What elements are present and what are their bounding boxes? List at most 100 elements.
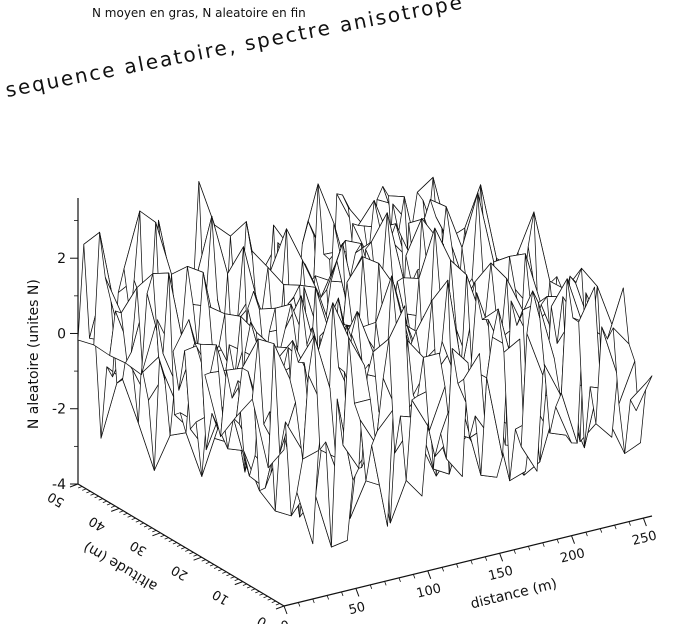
y-tick-label: 0: [255, 612, 270, 624]
y-minor-tick: [94, 495, 99, 499]
y-minor-tick: [90, 493, 95, 496]
y-minor-tick: [242, 583, 248, 586]
x-minor-tick: [413, 574, 416, 579]
y-minor-tick: [160, 534, 165, 538]
x-tick-label: 50: [347, 600, 367, 618]
y-minor-tick: [246, 586, 252, 589]
x-minor-tick: [326, 595, 329, 600]
y-minor-tick: [218, 569, 223, 572]
x-minor-tick: [470, 560, 473, 565]
x-minor-tick: [556, 539, 559, 544]
y-tick-label: 50: [45, 488, 67, 509]
x-minor-tick: [341, 591, 344, 597]
y-minor-tick: [102, 500, 107, 503]
x-minor-tick: [456, 563, 459, 568]
y-minor-tick: [205, 561, 210, 564]
y-minor-tick: [180, 547, 186, 550]
z-tick-label: -2: [52, 402, 66, 418]
x-minor-tick: [614, 525, 617, 530]
y-tick-mark: [193, 556, 202, 561]
x-tick-mark: [499, 553, 504, 562]
x-tick-label: 150: [487, 564, 515, 584]
x-minor-tick: [312, 598, 315, 604]
y-minor-tick: [135, 520, 140, 523]
x-minor-tick: [542, 542, 545, 547]
y-minor-tick: [131, 517, 136, 521]
y-tick-label: 40: [86, 513, 108, 534]
y-minor-tick: [119, 510, 124, 513]
surface-mesh: [77, 176, 653, 548]
y-minor-tick: [86, 490, 91, 494]
x-tick-label: 0: [279, 618, 291, 624]
x-tick-mark: [571, 535, 575, 544]
y-minor-tick: [259, 593, 264, 596]
x-minor-tick: [441, 567, 444, 572]
y-minor-tick: [106, 503, 112, 506]
y-minor-tick: [255, 590, 260, 594]
x-tick-label: 250: [631, 528, 659, 548]
y-minor-tick: [230, 576, 235, 579]
y-minor-tick: [110, 505, 116, 508]
y-minor-tick: [189, 551, 194, 555]
z-axis-label: N aleatoire (unites N): [26, 279, 42, 429]
y-minor-tick: [164, 537, 169, 540]
axis-ticks: 05010015020025001020304050-4-202distance…: [26, 220, 659, 624]
y-minor-tick: [98, 498, 103, 501]
chart-subtitle: N moyen en gras, N aleatoire en fin: [92, 6, 306, 20]
x-tick-label: 100: [415, 581, 443, 601]
y-minor-tick: [209, 564, 215, 567]
x-minor-tick: [369, 584, 373, 590]
y-minor-tick: [77, 486, 83, 489]
z-tick-label: -4: [52, 477, 66, 493]
x-minor-tick: [384, 581, 387, 586]
x-tick-mark: [642, 517, 647, 527]
x-minor-tick: [398, 577, 401, 583]
x-minor-tick: [484, 556, 488, 561]
y-minor-tick: [201, 559, 206, 562]
y-tick-label: 20: [169, 562, 191, 583]
x-axis-line: [283, 515, 653, 607]
y-minor-tick: [213, 566, 219, 569]
y-tick-label: 30: [128, 537, 150, 558]
y-minor-tick: [127, 515, 132, 518]
y-minor-tick: [263, 595, 268, 599]
y-minor-tick: [226, 573, 231, 577]
surface-facet: [630, 375, 653, 412]
x-tick-mark: [355, 588, 360, 597]
y-minor-tick: [168, 539, 173, 542]
y-minor-tick: [275, 603, 281, 606]
x-minor-tick: [298, 602, 301, 607]
x-minor-tick: [599, 528, 603, 533]
y-minor-tick: [251, 588, 256, 591]
y-tick-mark: [111, 507, 120, 512]
y-minor-tick: [176, 544, 182, 547]
y-tick-mark: [152, 532, 161, 537]
y-minor-tick: [193, 554, 198, 557]
y-minor-tick: [267, 598, 272, 601]
y-minor-tick: [143, 525, 149, 528]
y-minor-tick: [172, 542, 178, 545]
y-minor-tick: [222, 571, 227, 574]
x-tick-mark: [283, 605, 288, 615]
x-minor-tick: [513, 549, 516, 554]
x-tick-mark: [427, 570, 432, 580]
x-minor-tick: [585, 532, 588, 537]
y-tick-label: 10: [210, 586, 232, 607]
y-minor-tick: [271, 600, 276, 603]
x-minor-tick: [528, 546, 531, 551]
z-tick-label: 0: [57, 326, 66, 342]
y-minor-tick: [123, 512, 128, 516]
y-minor-tick: [185, 549, 190, 552]
y-minor-tick: [234, 578, 239, 582]
y-tick-mark: [275, 605, 285, 610]
z-tick-label: 2: [57, 251, 66, 267]
x-axis-label: distance (m): [469, 576, 559, 612]
y-tick-mark: [234, 581, 243, 586]
y-minor-tick: [148, 527, 153, 530]
y-minor-tick: [152, 529, 157, 533]
y-minor-tick: [139, 522, 145, 525]
x-tick-label: 200: [559, 546, 587, 566]
y-minor-tick: [82, 488, 87, 491]
x-minor-tick: [628, 521, 631, 526]
